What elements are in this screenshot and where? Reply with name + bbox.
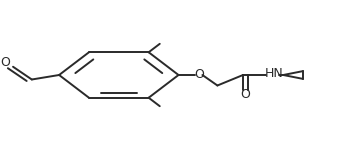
Text: O: O bbox=[240, 88, 250, 101]
Text: HN: HN bbox=[264, 67, 283, 80]
Text: O: O bbox=[1, 57, 10, 69]
Text: O: O bbox=[194, 69, 204, 81]
